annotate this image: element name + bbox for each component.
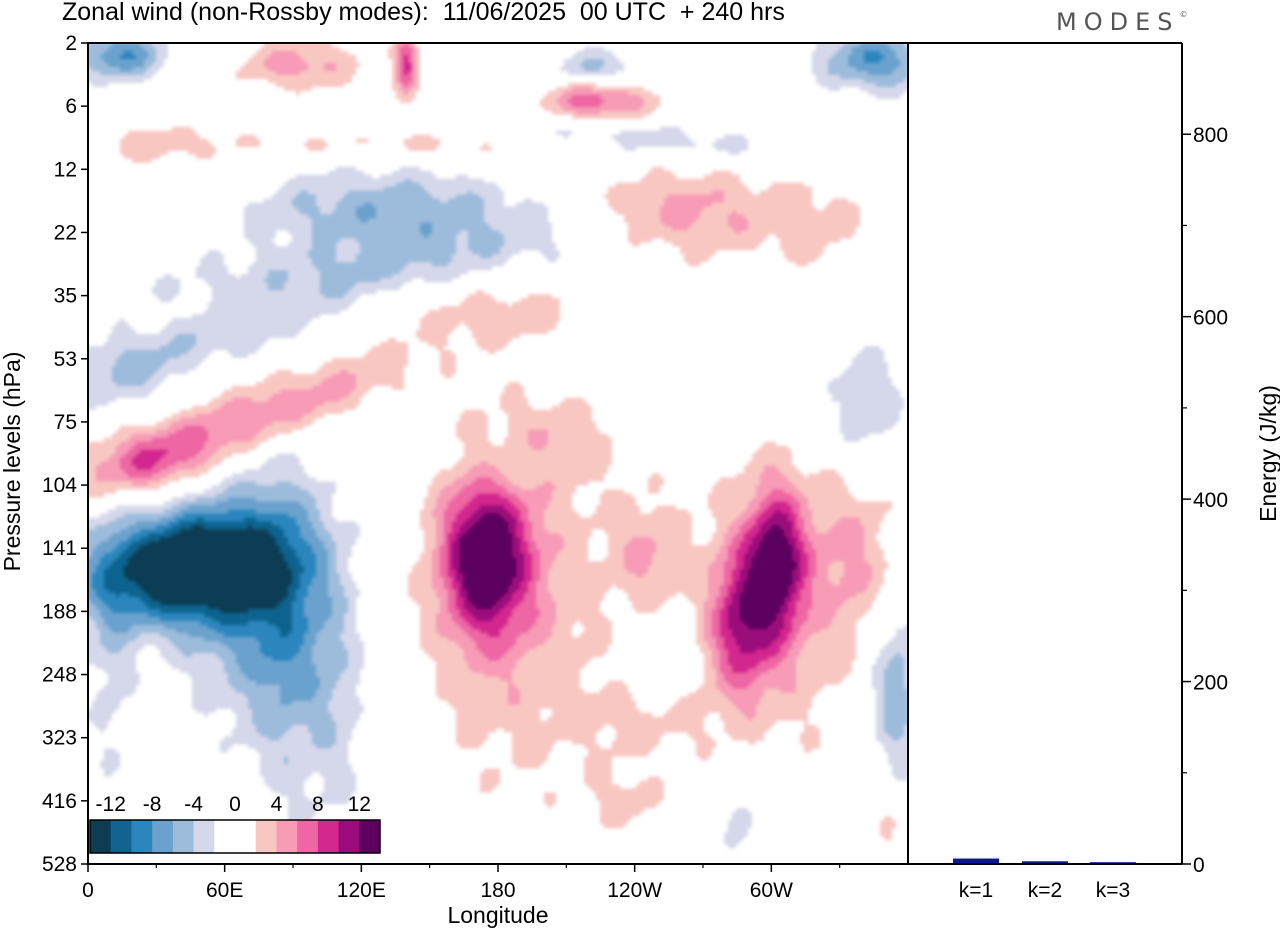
- colorbar-swatch: [338, 820, 360, 853]
- bar-category-label: k=2: [1028, 879, 1062, 902]
- colorbar-swatch: [214, 820, 236, 853]
- y-tick-label: 188: [42, 600, 77, 623]
- colorbar-label: -12: [96, 793, 126, 816]
- bar-category-label: k=1: [959, 879, 993, 902]
- bar-category-label: k=3: [1096, 879, 1130, 902]
- colorbar-swatch: [131, 820, 153, 853]
- colorbar-swatch: [152, 820, 174, 853]
- y-tick-label: 75: [54, 411, 77, 434]
- colorbar-swatch: [235, 820, 257, 853]
- energy-bar: [1022, 861, 1068, 864]
- x-tick-label: 0: [82, 879, 94, 902]
- y-tick-label: 416: [42, 790, 77, 813]
- colorbar-swatch: [255, 820, 277, 853]
- energy-tick-label: 600: [1193, 307, 1228, 330]
- energy-tick-label: 800: [1193, 124, 1228, 147]
- x-tick-label: 120E: [337, 879, 386, 902]
- y-tick-label: 248: [42, 664, 77, 687]
- x-tick-label: 180: [480, 879, 515, 902]
- colorbar-swatch: [276, 820, 298, 853]
- x-tick-label: 120W: [607, 879, 662, 902]
- brand-mark: ©: [1179, 10, 1188, 19]
- energy-tick-label: 200: [1193, 672, 1228, 695]
- chart-title: Zonal wind (non-Rossby modes): 11/06/202…: [62, 0, 785, 26]
- colorbar-swatch: [317, 820, 340, 853]
- colorbar-label: 8: [312, 793, 324, 816]
- y-tick-label: 104: [42, 474, 77, 497]
- y-tick-label: 22: [54, 221, 77, 244]
- brand-name: MODES: [1056, 8, 1180, 36]
- y-tick-label: 2: [65, 32, 77, 55]
- colorbar-swatch: [359, 820, 381, 853]
- y-tick-label: 528: [42, 853, 77, 876]
- heatmap-image: [88, 43, 908, 864]
- colorbar-swatch: [110, 820, 132, 853]
- y-tick-label: 6: [65, 95, 77, 118]
- energy-tick-label: 400: [1193, 489, 1228, 512]
- energy-bar: [953, 858, 999, 864]
- y-tick-label: 141: [42, 537, 77, 560]
- colorbar-label: -8: [143, 793, 162, 816]
- colorbar-label: 4: [271, 793, 283, 816]
- y-axis-title: Pressure levels (hPa): [0, 352, 25, 572]
- x-tick-label: 60E: [206, 879, 243, 902]
- colorbar-swatch: [172, 820, 195, 853]
- x-axis-title: Longitude: [447, 902, 548, 928]
- colorbar-swatch: [193, 820, 215, 853]
- y-tick-label: 12: [54, 158, 77, 181]
- colorbar-swatch: [90, 820, 112, 853]
- y-tick-label: 35: [54, 285, 77, 308]
- colorbar-frame: [89, 819, 381, 854]
- heatmap-field: [88, 43, 908, 864]
- colorbar: -12 -8 -4 0 4 8 12: [89, 793, 381, 854]
- colorbar-label: 12: [348, 793, 371, 816]
- colorbar-label: -4: [184, 793, 203, 816]
- brand-logo: MODES©: [1056, 8, 1187, 36]
- y-tick-label: 53: [54, 348, 77, 371]
- y-tick-label: 323: [42, 727, 77, 750]
- colorbar-swatch: [297, 820, 319, 853]
- x-tick-label: 60W: [750, 879, 793, 902]
- colorbar-label: 0: [229, 793, 241, 816]
- energy-tick-label: 0: [1193, 854, 1205, 877]
- energy-axis-title: Energy (J/kg): [1255, 385, 1280, 522]
